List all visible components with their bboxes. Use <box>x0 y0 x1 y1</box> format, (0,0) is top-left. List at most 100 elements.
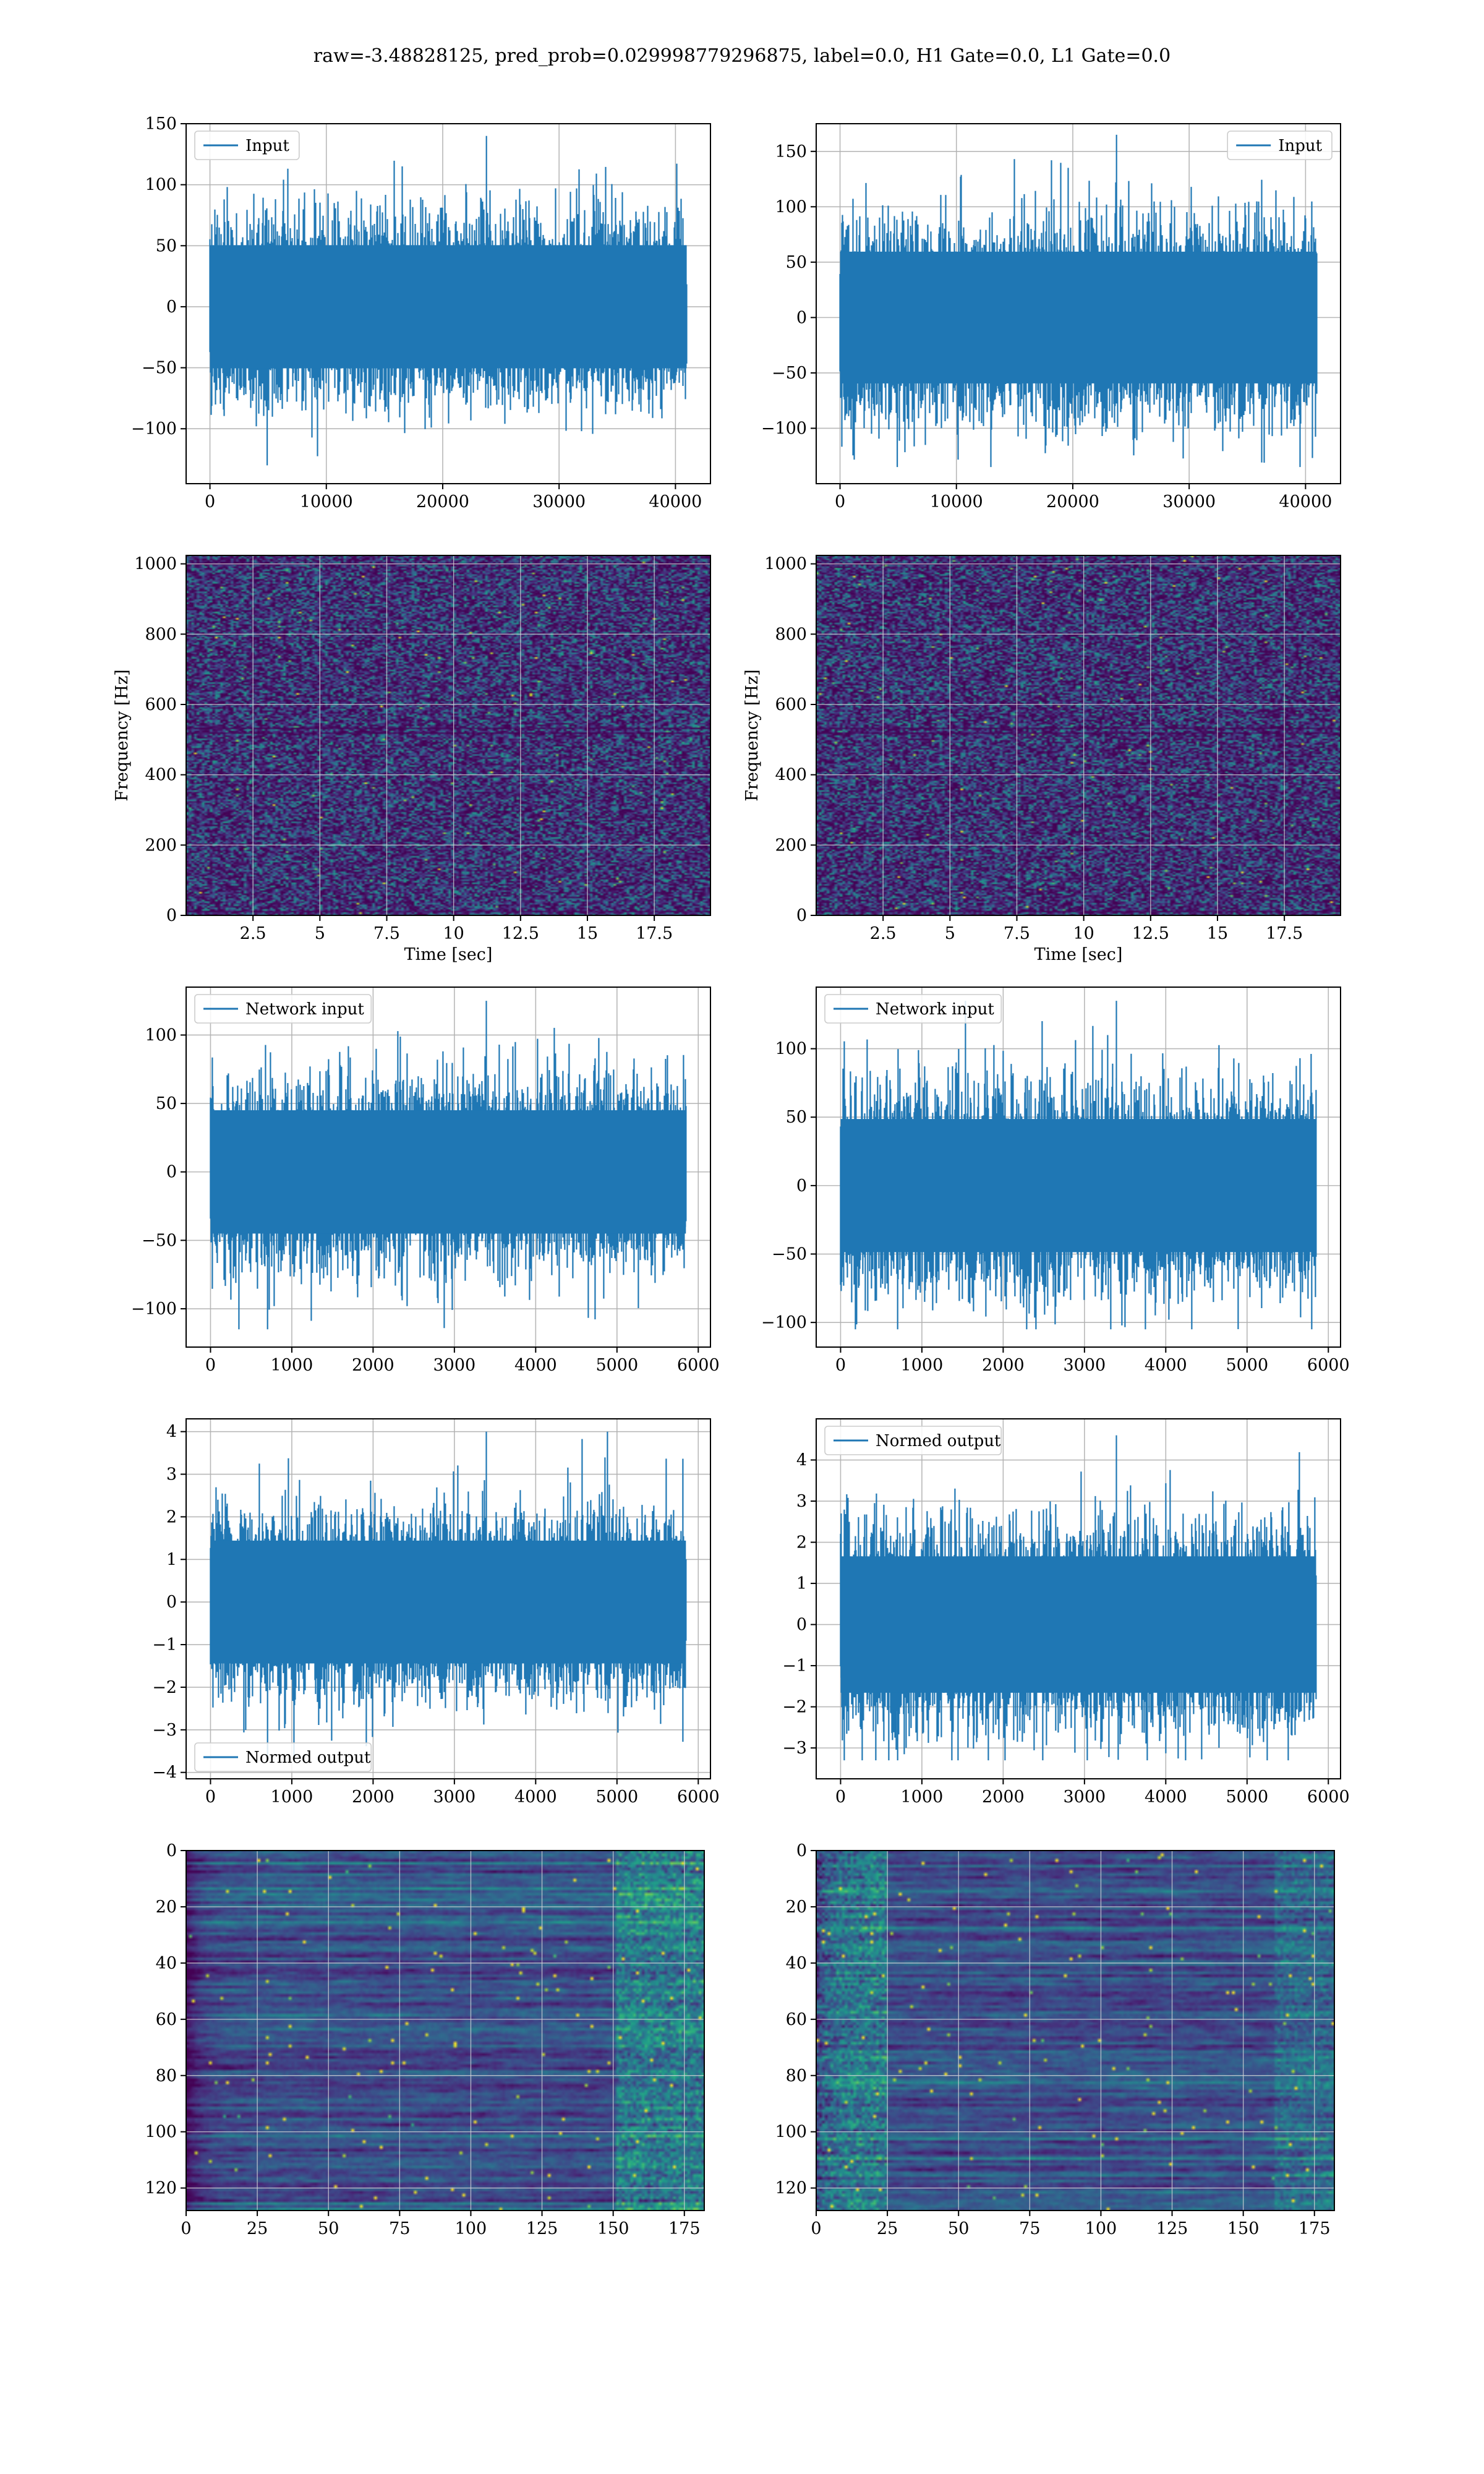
y-tick-label: 100 <box>775 197 807 216</box>
legend-box <box>194 1742 372 1772</box>
y-axis-label: Frequency [Hz] <box>743 669 762 801</box>
y-tick-label: 400 <box>775 766 807 785</box>
x-tick-label: 0 <box>835 492 845 511</box>
x-tick-label: 7.5 <box>373 924 400 943</box>
x-tick-label: 1000 <box>271 1787 313 1807</box>
y-tick-label: 0 <box>796 308 807 327</box>
legend-box <box>1227 131 1333 160</box>
plot-spectrogram-l1: 2.5 5 7.5 10 12.5 15 17.5 0 200 400 600 800 1000 Time… <box>743 555 1341 964</box>
plot-input-h1: 0 10000 20000 30000 40000 −100 −50 0 50 100 150 Inp… <box>131 114 711 511</box>
x-tick-label: 5000 <box>1226 1787 1268 1807</box>
y-tick-label: −100 <box>131 1299 177 1319</box>
x-tick-label: 2000 <box>352 1787 394 1807</box>
plot-network-input-h1: 0 1000 2000 3000 4000 5000 6000 −100 −50 0 50 100 Ne… <box>131 987 720 1375</box>
x-tick-label: 15 <box>1207 924 1228 943</box>
legend: Normed output <box>194 1742 372 1772</box>
x-tick-label: 10000 <box>300 492 353 511</box>
y-tick-label: −100 <box>761 419 807 438</box>
legend-box <box>194 131 300 160</box>
subplot-grid: 0 10000 20000 30000 40000−100−50050100150Inp… <box>113 114 1350 2238</box>
x-tick-label: 100 <box>455 2219 487 2238</box>
x-tick-label: 5000 <box>595 1787 638 1807</box>
x-tick-label: 50 <box>318 2219 339 2238</box>
y-tick-label: 120 <box>145 2179 177 2198</box>
x-tick-label: 2000 <box>982 1356 1025 1375</box>
y-tick-label: 20 <box>156 1898 177 1917</box>
series-dense-band <box>210 1540 686 1664</box>
x-tick-label: 5 <box>315 924 325 943</box>
y-tick-label: −100 <box>761 1313 807 1332</box>
series-dense-band <box>840 1119 1316 1252</box>
legend-label: Input <box>245 137 289 155</box>
y-tick-label: 0 <box>796 1616 807 1635</box>
y-tick-label: 2 <box>796 1533 807 1552</box>
y-tick-label: −1 <box>152 1635 177 1654</box>
x-tick-label: 12.5 <box>502 924 539 943</box>
y-tick-label: 3 <box>796 1492 807 1511</box>
figure-title: raw=-3.48828125, pred_prob=0.02999877929… <box>313 45 1171 67</box>
x-tick-label: 4000 <box>514 1356 557 1375</box>
y-tick-label: 100 <box>145 2123 177 2142</box>
axes-frame <box>816 1418 1341 1779</box>
y-tick-label: 40 <box>156 1954 177 1973</box>
x-tick-label: 25 <box>877 2219 898 2238</box>
x-tick-label: 40000 <box>649 492 702 511</box>
x-tick-label: 17.5 <box>636 924 673 943</box>
plot-input-l1: 0 10000 20000 30000 40000 −100 −50 0 50 100 150 Inp… <box>761 123 1341 511</box>
series-dense-band <box>210 245 687 369</box>
x-tick-label: 10000 <box>930 492 983 511</box>
x-tick-label: 10 <box>443 924 464 943</box>
y-tick-label: 100 <box>145 176 177 195</box>
y-tick-label: 3 <box>166 1465 177 1484</box>
x-tick-label: 75 <box>389 2219 410 2238</box>
x-tick-label: 6000 <box>1307 1356 1350 1375</box>
y-tick-label: 0 <box>166 1593 177 1612</box>
y-tick-label: −50 <box>142 359 177 378</box>
x-tick-label: 2000 <box>352 1356 394 1375</box>
y-tick-label: 4 <box>166 1423 177 1442</box>
y-tick-label: −3 <box>152 1721 177 1740</box>
axes-frame <box>186 555 711 916</box>
x-tick-label: 2.5 <box>240 924 267 943</box>
y-tick-label: 800 <box>775 625 807 644</box>
y-tick-label: −2 <box>152 1678 177 1697</box>
x-tick-label: 0 <box>181 2219 191 2238</box>
x-tick-label: 4000 <box>1145 1787 1187 1807</box>
y-tick-label: 0 <box>796 1841 807 1860</box>
y-tick-label: 50 <box>786 253 807 272</box>
x-tick-label: 175 <box>1298 2219 1331 2238</box>
y-tick-label: 400 <box>145 766 177 785</box>
x-tick-label: 40000 <box>1279 492 1332 511</box>
legend-label: Normed output <box>876 1432 1001 1450</box>
x-tick-label: 75 <box>1019 2219 1040 2238</box>
y-tick-label: 100 <box>145 1025 177 1045</box>
y-tick-label: 600 <box>145 695 177 714</box>
x-tick-label: 2000 <box>982 1787 1025 1807</box>
y-tick-label: 50 <box>786 1108 807 1127</box>
axes-frame <box>186 123 711 484</box>
legend-label: Network input <box>876 1000 994 1019</box>
y-tick-label: 4 <box>796 1451 807 1470</box>
x-tick-label: 100 <box>1085 2219 1117 2238</box>
x-tick-label: 4000 <box>1145 1356 1187 1375</box>
x-tick-label: 17.5 <box>1266 924 1303 943</box>
y-tick-label: 200 <box>145 836 177 855</box>
series-dense-band <box>840 1556 1316 1693</box>
y-tick-label: 600 <box>775 695 807 714</box>
x-tick-label: 20000 <box>1046 492 1099 511</box>
plot-normed-output-h1: 0 1000 2000 3000 4000 5000 6000 −4 −3 −2 −1 0 1 2 3 4 No… <box>152 1418 720 1807</box>
x-tick-label: 5000 <box>595 1356 638 1375</box>
x-tick-label: 3000 <box>1064 1787 1106 1807</box>
y-tick-label: 100 <box>775 1040 807 1059</box>
plot-feature-map-h1: 0 25 50 75 100 125 150 175 0 20 40 60 80 100 120 <box>145 1841 705 2238</box>
y-tick-label: 150 <box>775 142 807 161</box>
y-tick-label: 0 <box>166 297 177 317</box>
series-dense-band <box>840 251 1317 383</box>
x-tick-label: 125 <box>1156 2219 1188 2238</box>
y-tick-label: 120 <box>775 2179 807 2198</box>
y-tick-label: 0 <box>796 906 807 925</box>
axes-frame <box>816 555 1341 916</box>
x-tick-label: 30000 <box>532 492 586 511</box>
y-tick-label: 50 <box>156 1094 177 1113</box>
